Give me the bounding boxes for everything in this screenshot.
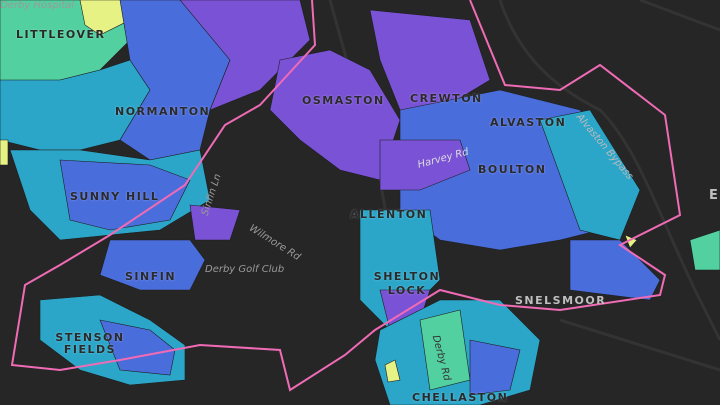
place-label-sinfin: SINFIN (125, 270, 177, 283)
place-label-allenton: ALLENTON (350, 208, 428, 221)
road-label-derby-hospital: Derby Hospital (0, 0, 75, 11)
district-boundary (10, 0, 682, 392)
place-label-crewton: CREWTON (410, 92, 483, 105)
place-label-boulton: BOULTON (478, 163, 547, 176)
place-label-alvaston: ALVASTON (490, 116, 567, 129)
place-label-elvaston: EL (709, 188, 720, 203)
place-label-chellaston: CHELLASTON (412, 391, 509, 404)
road-label-derby-golf-club: Derby Golf Club (205, 264, 285, 275)
place-label-osmaston: OSMASTON (302, 94, 385, 107)
place-label-littleover: LITTLEOVER (16, 28, 106, 41)
place-label-stenson-fields: STENSON FIELDS (55, 331, 125, 356)
place-label-shelton-lock: SHELTON LOCK (373, 270, 441, 297)
place-label-normanton: NORMANTON (115, 105, 211, 118)
place-label-snelsmoor: SNELSMOOR (515, 294, 607, 307)
place-label-sunny-hill: SUNNY HILL (70, 190, 160, 203)
